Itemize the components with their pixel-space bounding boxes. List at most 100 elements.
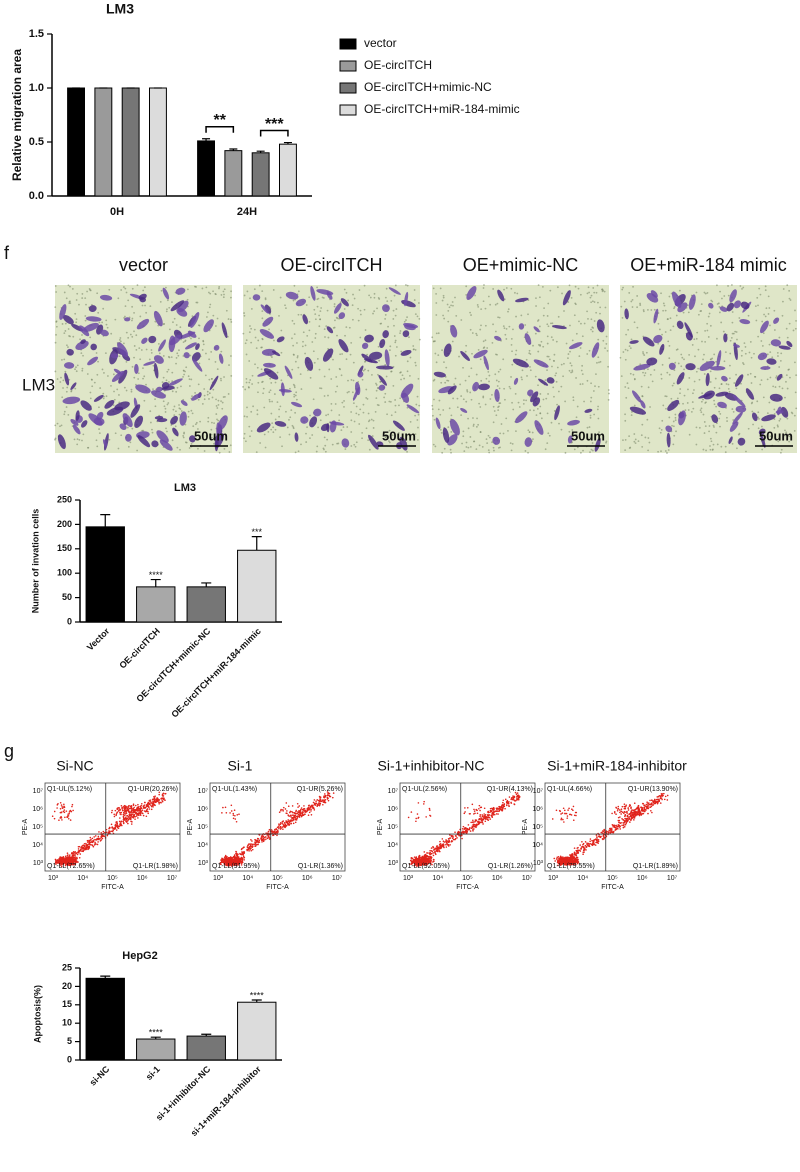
pore	[82, 293, 84, 295]
pore	[514, 292, 516, 294]
pore	[78, 439, 80, 441]
pore	[602, 340, 604, 342]
pore	[700, 310, 702, 312]
pore	[339, 353, 341, 355]
pore	[524, 324, 526, 326]
event	[85, 847, 87, 849]
pore	[789, 298, 791, 300]
pore	[519, 406, 521, 408]
pore	[298, 450, 300, 452]
pore	[165, 427, 167, 429]
pore	[244, 295, 246, 297]
pore	[552, 339, 554, 341]
pore	[492, 342, 494, 344]
event	[68, 818, 70, 820]
pore	[315, 318, 317, 320]
event	[85, 843, 87, 845]
event	[278, 828, 280, 830]
event	[283, 825, 285, 827]
pore	[334, 303, 336, 305]
pore	[350, 419, 352, 421]
pore	[204, 395, 206, 397]
event	[290, 815, 292, 817]
pore	[101, 322, 103, 324]
pore	[551, 366, 553, 368]
pore	[294, 285, 296, 287]
event	[121, 807, 123, 809]
pore	[75, 321, 77, 323]
event	[257, 838, 259, 840]
pore	[400, 330, 402, 332]
pore	[681, 357, 683, 359]
event	[411, 857, 413, 859]
pore	[252, 405, 254, 407]
pore	[177, 355, 179, 357]
event	[237, 860, 239, 862]
event	[234, 855, 236, 857]
pore	[54, 306, 56, 308]
pore	[395, 308, 397, 310]
pore	[624, 301, 626, 303]
event	[57, 860, 59, 862]
pore	[55, 285, 57, 287]
pore	[347, 300, 349, 302]
pore	[478, 349, 480, 351]
legend-label: OE-circITCH+miR-184-mimic	[364, 102, 520, 116]
event	[147, 813, 149, 815]
pore	[497, 316, 499, 318]
pore	[433, 380, 435, 382]
event	[235, 859, 237, 861]
pore	[209, 392, 211, 394]
pore	[573, 399, 575, 401]
y-tick-label: 10³	[33, 860, 44, 867]
pore	[248, 382, 250, 384]
x-tick-label: 10⁶	[137, 875, 148, 882]
event	[252, 849, 254, 851]
pore	[56, 320, 58, 322]
pore	[344, 289, 346, 291]
pore	[673, 382, 675, 384]
event	[133, 804, 135, 806]
event	[236, 821, 238, 823]
pore	[701, 303, 703, 305]
pore	[70, 391, 72, 393]
event	[282, 820, 284, 822]
y-axis-label: Relative migration area	[10, 49, 24, 181]
event	[302, 813, 304, 815]
pore	[507, 311, 509, 313]
event	[147, 804, 149, 806]
pore	[131, 428, 133, 430]
pore	[159, 352, 161, 354]
pore	[216, 419, 218, 421]
pore	[223, 291, 225, 293]
pore	[335, 403, 337, 405]
quadrant-label: Q1-UR(20.26%)	[128, 786, 178, 793]
pore	[338, 420, 340, 422]
pore	[189, 447, 191, 449]
pore	[794, 361, 796, 363]
pore	[107, 375, 109, 377]
pore	[370, 297, 372, 299]
pore	[636, 295, 638, 297]
pore	[187, 288, 189, 290]
pore	[607, 350, 609, 352]
pore	[634, 405, 636, 407]
pore	[786, 328, 788, 330]
pore	[215, 361, 217, 363]
event	[289, 820, 291, 822]
pore	[395, 315, 397, 317]
pore	[673, 421, 675, 423]
pore	[432, 415, 434, 417]
pore	[113, 373, 115, 375]
event	[293, 818, 295, 820]
pore	[630, 301, 632, 303]
pore	[110, 385, 112, 387]
pore	[275, 382, 277, 384]
pore	[168, 381, 170, 383]
pore	[447, 310, 449, 312]
pore	[161, 290, 163, 292]
event	[327, 798, 329, 800]
pore	[729, 353, 731, 355]
pore	[175, 391, 177, 393]
event	[52, 815, 54, 817]
